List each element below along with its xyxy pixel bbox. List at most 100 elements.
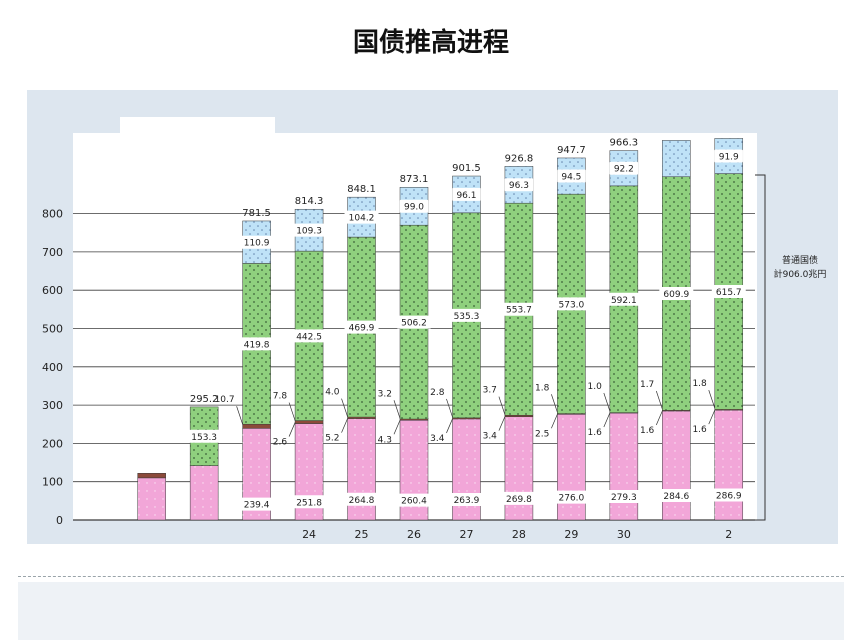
data-label-top-bg	[714, 149, 743, 163]
bracket-note-line1: 普通国债	[782, 254, 818, 266]
data-label-total: 295.2	[190, 394, 219, 405]
bar-segment-thin	[242, 423, 271, 429]
data-label-thin-lower: 1.6	[588, 428, 603, 438]
data-label-thin-lower: 5.2	[325, 434, 339, 444]
data-label-thin-lower: 4.3	[378, 435, 392, 445]
data-label-top: 104.2	[349, 214, 375, 224]
callout-line	[655, 410, 663, 426]
callout-line	[498, 416, 506, 431]
data-label-bottom: 239.4	[244, 501, 270, 511]
data-label-top: 91.9	[719, 153, 739, 163]
data-label-mid: 153.3	[191, 433, 217, 443]
data-label-mid-bg	[187, 429, 222, 443]
data-label-bottom: 263.9	[454, 496, 480, 506]
data-label-top-bg	[557, 169, 586, 183]
page-title: 国债推高进程	[352, 28, 509, 58]
data-label-top: 99.0	[404, 203, 424, 213]
callout-line	[446, 398, 453, 418]
data-label-top: 92.2	[614, 165, 634, 175]
data-label-bottom-bg	[397, 493, 431, 507]
bar-texture	[662, 140, 691, 177]
data-label-bottom-bg	[344, 492, 379, 506]
divider	[18, 576, 844, 577]
y-tick-label: 400	[42, 361, 63, 374]
data-label-bottom-bg	[606, 490, 641, 504]
bar-texture	[557, 414, 586, 520]
data-label-bottom: 284.6	[663, 492, 689, 502]
data-label-mid: 442.5	[296, 332, 322, 342]
data-label-top: 109.3	[296, 227, 322, 237]
data-label-total: 926.8	[505, 153, 534, 164]
data-label-top: 94.5	[561, 173, 581, 183]
data-label-bottom-bg	[659, 488, 694, 502]
data-label-mid: 506.2	[401, 319, 427, 329]
data-label-bottom-bg	[449, 492, 484, 506]
data-label-total: 814.3	[295, 196, 324, 207]
data-label-total: 966.3	[610, 138, 639, 149]
data-label-thin-upper: 1.0	[588, 382, 603, 392]
y-tick-label: 600	[42, 284, 63, 297]
data-label-total: 848.1	[347, 184, 376, 195]
callout-line	[708, 409, 716, 425]
data-label-top-bg	[609, 161, 639, 175]
data-label-mid-bg	[711, 285, 746, 299]
data-label-bottom-bg	[501, 491, 536, 505]
bar-texture	[662, 410, 691, 520]
y-tick-label: 500	[42, 323, 63, 336]
y-tick-label: 800	[42, 208, 63, 221]
data-label-total: 873.1	[400, 174, 429, 185]
data-label-thin-upper: 1.8	[535, 383, 550, 393]
y-tick-label: 200	[42, 437, 63, 450]
data-label-bottom: 251.8	[296, 498, 322, 508]
data-label-top-bg	[399, 199, 429, 213]
data-label-bottom: 269.8	[506, 495, 532, 505]
data-label-thin-lower: 2.5	[535, 429, 549, 439]
callout-line	[341, 398, 348, 417]
data-label-bottom-bg	[711, 488, 746, 502]
x-tick-label: 24	[302, 528, 316, 541]
x-tick-label: 30	[617, 528, 631, 541]
callout-line	[393, 420, 401, 435]
data-label-thin-lower: 1.6	[692, 425, 707, 435]
data-label-thin-upper: 2.8	[430, 388, 445, 398]
bracket-note-line2: 計906.0兆円	[774, 268, 827, 280]
y-tick-label: 0	[56, 514, 63, 527]
series-bracket	[755, 174, 766, 521]
data-label-bottom-bg	[239, 497, 274, 511]
data-label-top-bg	[504, 178, 534, 192]
callout-line	[446, 418, 453, 434]
callout-line	[603, 412, 611, 428]
data-label-total: 947.7	[557, 145, 586, 156]
data-label-mid-bg	[344, 320, 379, 334]
data-label-mid-bg	[449, 308, 484, 322]
callout-line	[393, 400, 401, 419]
data-label-mid-bg	[292, 329, 327, 343]
data-label-mid-bg	[554, 297, 589, 311]
bar-segment-thin	[294, 420, 324, 424]
data-label-thin-upper: 7.8	[273, 392, 288, 402]
data-label-mid: 419.8	[244, 340, 270, 350]
data-label-top: 96.3	[509, 181, 529, 191]
data-label-thin-lower: 1.6	[640, 426, 655, 436]
data-label-thin-lower: 3.4	[430, 434, 445, 444]
x-tick-label: 2	[725, 528, 732, 541]
data-label-thin-upper: 10.7	[215, 395, 235, 405]
x-tick-label: 25	[355, 528, 369, 541]
data-label-total: 781.5	[242, 208, 271, 219]
x-tick-label: 28	[512, 528, 526, 541]
callout-line	[288, 422, 296, 437]
bar-segment-thin	[137, 473, 166, 479]
data-label-mid: 573.0	[559, 300, 585, 310]
callout-line	[551, 394, 558, 413]
x-tick-label: 29	[564, 528, 578, 541]
data-label-bottom: 264.8	[349, 496, 375, 506]
data-label-thin-upper: 3.2	[378, 389, 392, 399]
data-label-mid-bg	[239, 337, 274, 351]
data-label-top: 110.9	[244, 239, 270, 249]
data-label-thin-upper: 3.7	[483, 386, 497, 396]
data-label-mid-bg	[659, 287, 694, 301]
data-label-top-bg	[344, 210, 379, 224]
data-label-thin-upper: 1.7	[640, 380, 654, 390]
data-label-bottom: 276.0	[559, 494, 585, 504]
